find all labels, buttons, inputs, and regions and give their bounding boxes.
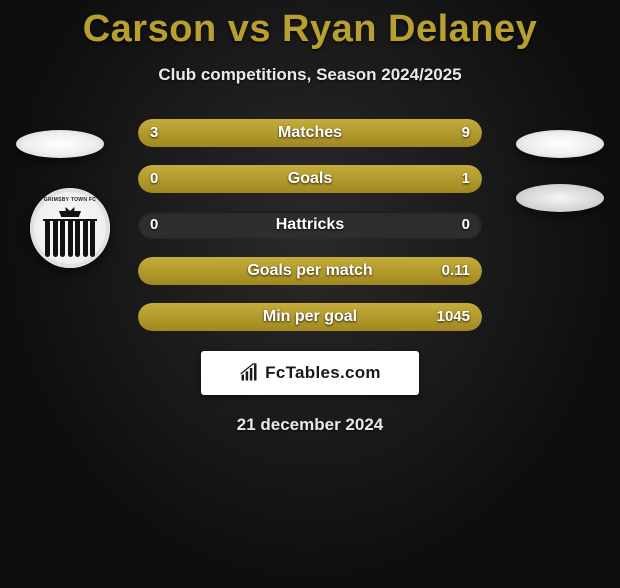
bar-chart-icon bbox=[239, 363, 259, 383]
stat-label: Matches bbox=[138, 119, 482, 147]
comparison-title: Carson vs Ryan Delaney bbox=[0, 8, 620, 51]
stat-right-value: 0 bbox=[450, 211, 482, 239]
stat-label: Hattricks bbox=[138, 211, 482, 239]
stat-row-hattricks: 0 Hattricks 0 bbox=[138, 211, 482, 239]
stat-row-matches: 3 Matches 9 bbox=[138, 119, 482, 147]
club-badge-text: GRIMSBY TOWN FC bbox=[43, 197, 97, 203]
comparison-subtitle: Club competitions, Season 2024/2025 bbox=[0, 65, 620, 85]
stat-right-value: 1 bbox=[450, 165, 482, 193]
stat-right-value: 1045 bbox=[425, 303, 482, 331]
stat-label: Goals bbox=[138, 165, 482, 193]
club-badge-stripes bbox=[43, 221, 97, 257]
stat-row-goals: 0 Goals 1 bbox=[138, 165, 482, 193]
brand-text: FcTables.com bbox=[265, 363, 381, 383]
stat-row-goals-per-match: Goals per match 0.11 bbox=[138, 257, 482, 285]
player2-avatar-placeholder bbox=[516, 130, 604, 158]
stat-right-value: 9 bbox=[450, 119, 482, 147]
player1-avatar-placeholder bbox=[16, 130, 104, 158]
player2-club-avatar-placeholder bbox=[516, 184, 604, 212]
stat-right-value: 0.11 bbox=[430, 257, 482, 285]
player1-club-badge: GRIMSBY TOWN FC bbox=[30, 188, 110, 268]
stat-row-min-per-goal: Min per goal 1045 bbox=[138, 303, 482, 331]
comparison-date: 21 december 2024 bbox=[0, 415, 620, 435]
club-badge-ship-icon bbox=[59, 207, 81, 217]
brand-watermark: FcTables.com bbox=[201, 351, 419, 395]
